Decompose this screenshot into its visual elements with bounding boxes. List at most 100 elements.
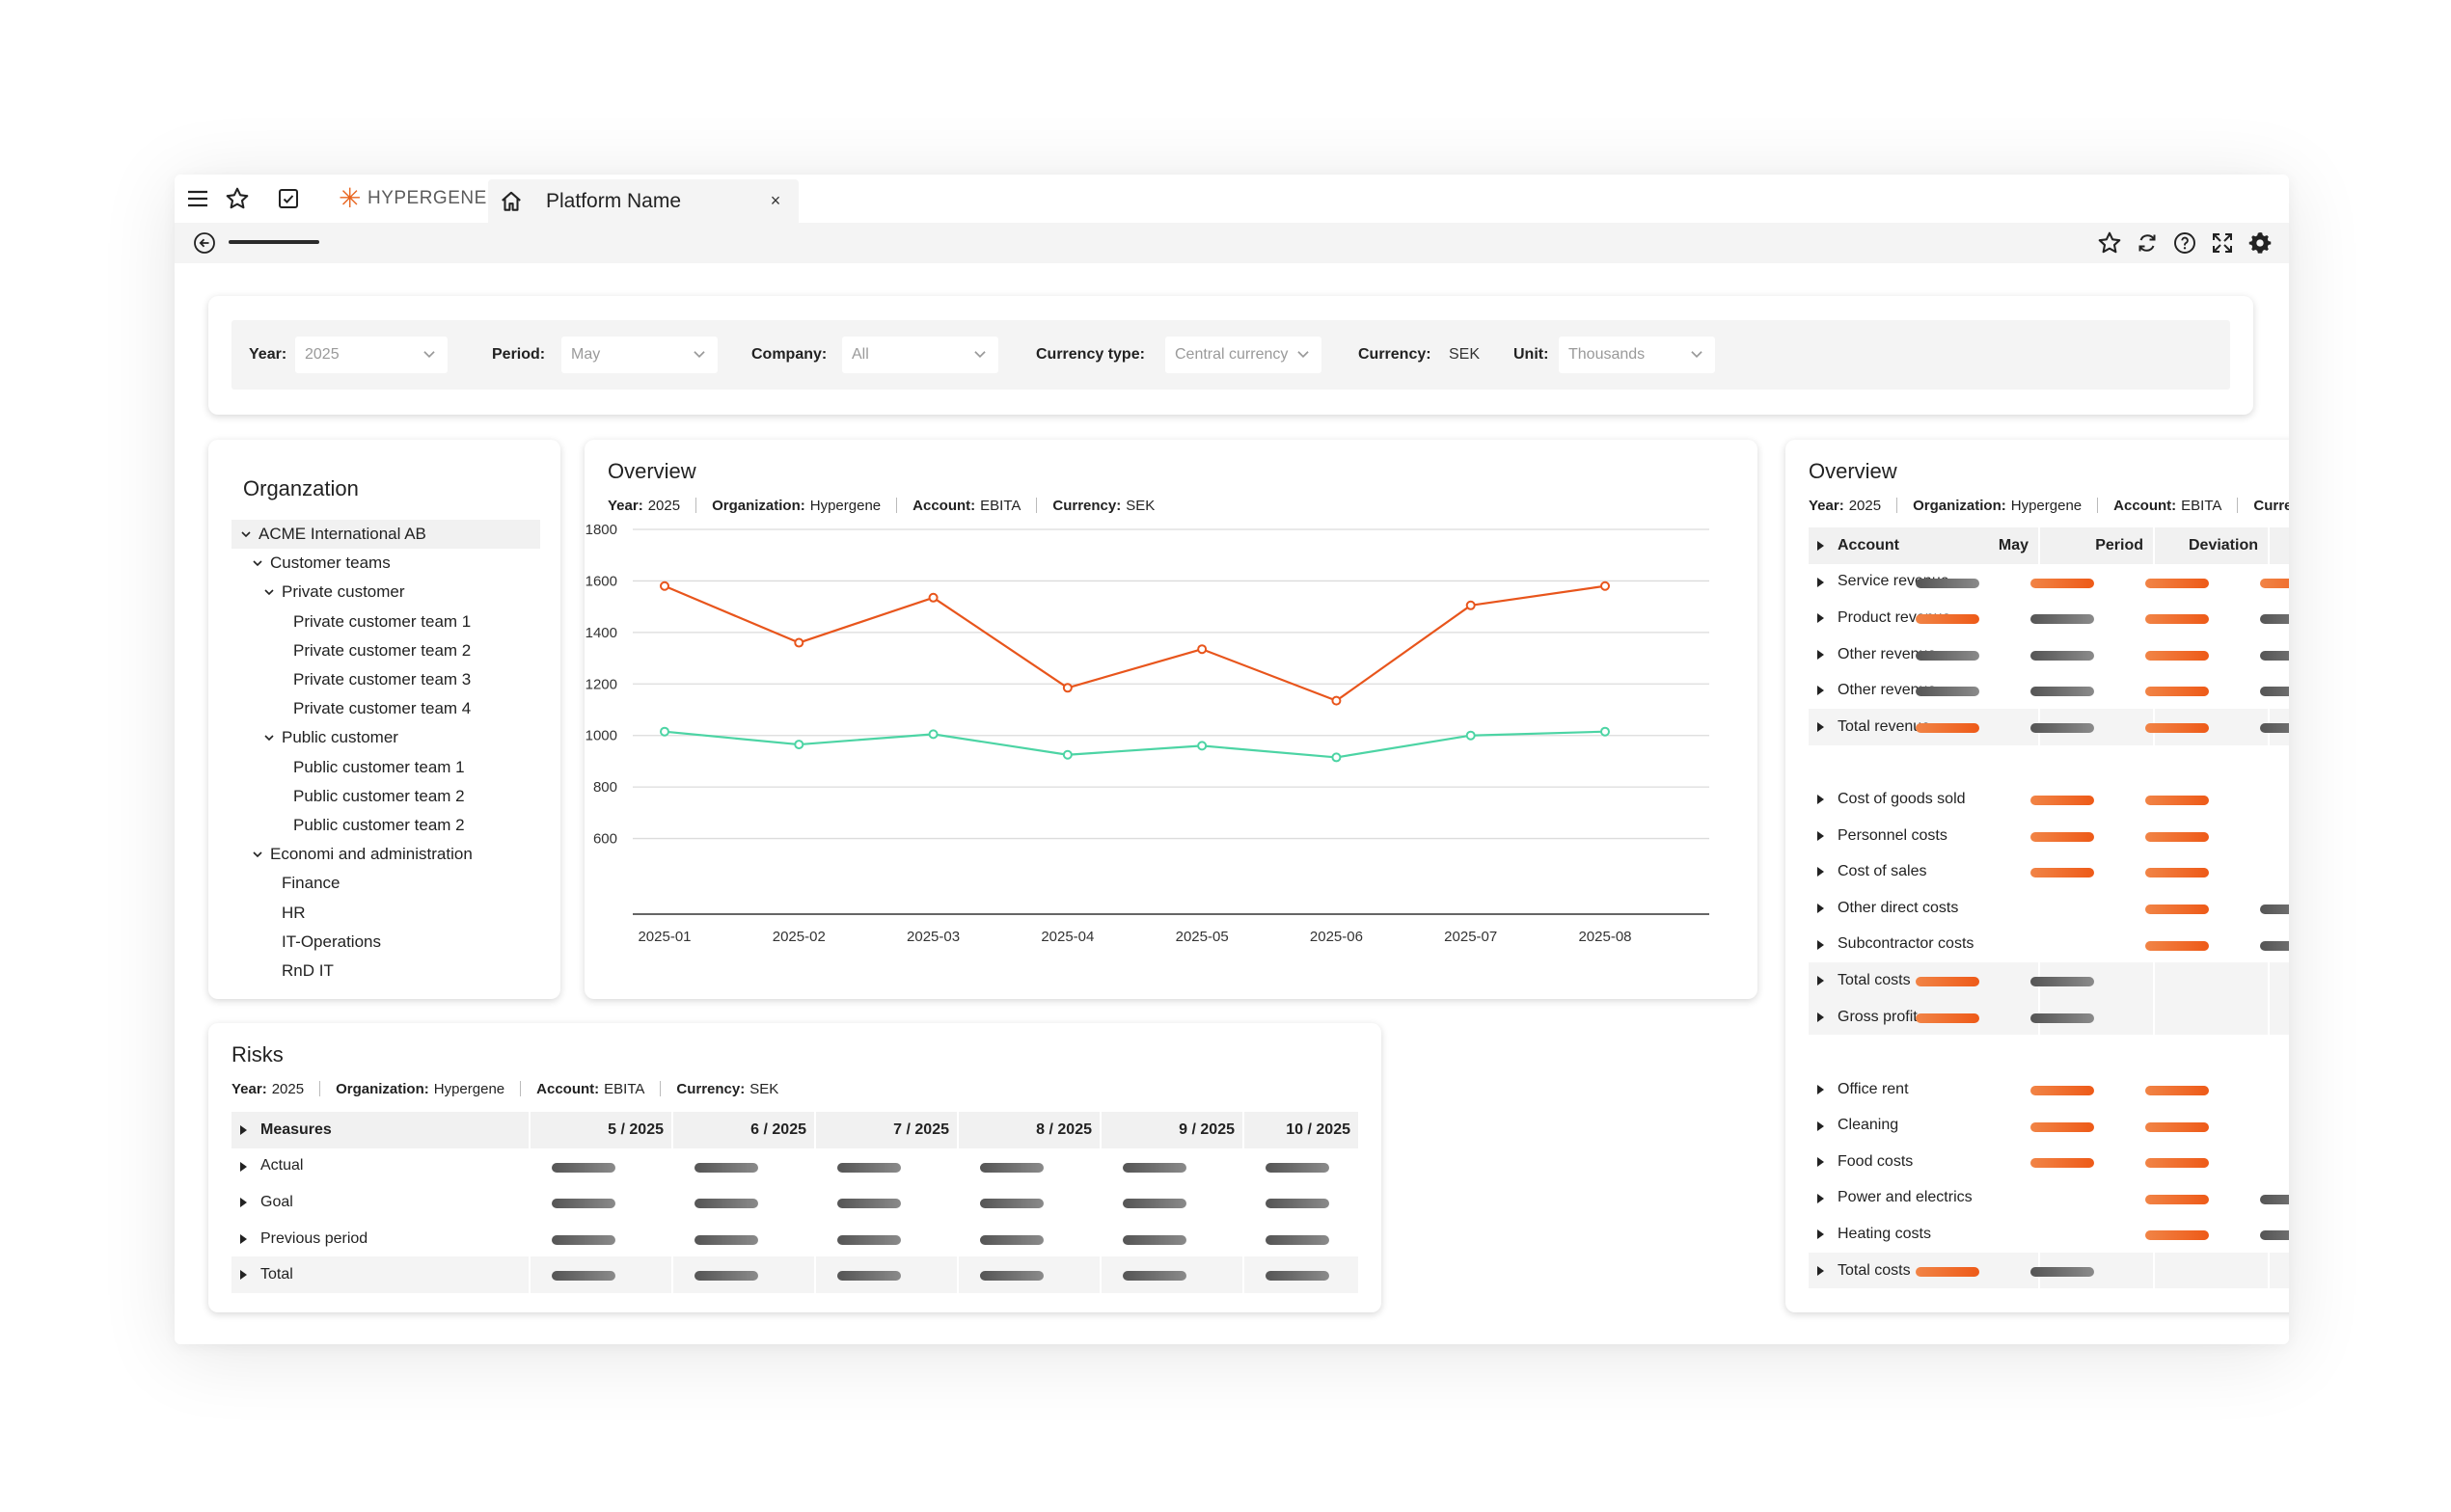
tree-item[interactable]: Finance: [231, 869, 540, 898]
caret-right-icon[interactable]: [1817, 976, 1824, 986]
table-row[interactable]: Subcontractor costs: [1809, 927, 2289, 963]
company-select[interactable]: All: [842, 337, 998, 373]
caret-right-icon[interactable]: [1817, 867, 1824, 878]
tree-item[interactable]: Public customer team 2: [231, 811, 540, 840]
tree-item[interactable]: RnD IT: [231, 957, 540, 986]
tree-item[interactable]: ACME International AB: [231, 520, 540, 550]
table-row[interactable]: Heating costs: [1809, 1216, 2289, 1253]
menu-icon[interactable]: [182, 183, 213, 214]
caret-right-icon[interactable]: [1817, 1012, 1824, 1022]
value-bar-gray: [694, 1271, 758, 1282]
help-icon[interactable]: [2171, 230, 2198, 256]
currency-type-select[interactable]: Central currency: [1165, 337, 1321, 373]
year-select[interactable]: 2025: [295, 337, 448, 373]
total-row[interactable]: Gross profit: [1809, 998, 2289, 1036]
column-header[interactable]: 6 / 2025: [750, 1120, 806, 1138]
caret-right-icon[interactable]: [240, 1198, 247, 1208]
caret-right-icon[interactable]: [1817, 721, 1824, 732]
caret-right-icon[interactable]: [1817, 830, 1824, 841]
chevron-down-icon[interactable]: [251, 848, 264, 861]
column-header[interactable]: 9 / 2025: [1179, 1120, 1235, 1138]
tree-item[interactable]: Public customer: [231, 723, 540, 752]
column-divider: [529, 1256, 531, 1293]
caret-right-icon[interactable]: [1817, 686, 1824, 696]
unit-select[interactable]: Thousands: [1559, 337, 1715, 373]
settings-icon[interactable]: [2247, 230, 2274, 256]
chevron-down-icon[interactable]: [251, 556, 264, 570]
caret-right-icon[interactable]: [1817, 541, 1824, 551]
column-header[interactable]: 8 / 2025: [1036, 1120, 1092, 1138]
value-bar-orange: [2145, 940, 2209, 951]
caret-right-icon[interactable]: [1817, 903, 1824, 913]
column-header[interactable]: 7 / 2025: [893, 1120, 949, 1138]
chevron-down-icon[interactable]: [262, 585, 276, 599]
home-icon[interactable]: [498, 188, 525, 215]
column-header[interactable]: May: [1998, 536, 2029, 554]
close-icon[interactable]: ×: [770, 190, 781, 210]
y-tick-label: 1600: [586, 573, 617, 589]
chevron-down-icon[interactable]: [239, 527, 253, 541]
total-row[interactable]: Total: [231, 1256, 1358, 1293]
tree-item[interactable]: Private customer team 3: [231, 665, 540, 694]
tree-item[interactable]: Private customer: [231, 578, 540, 607]
total-row[interactable]: Total revenue: [1809, 708, 2289, 745]
table-row[interactable]: Cost of sales: [1809, 853, 2289, 890]
caret-right-icon[interactable]: [240, 1270, 247, 1281]
caret-right-icon[interactable]: [1817, 649, 1824, 660]
tree-item[interactable]: Public customer team 2: [231, 782, 540, 811]
total-row[interactable]: Total costs: [1809, 962, 2289, 999]
total-row[interactable]: Total costs: [1809, 1252, 2289, 1289]
period-select[interactable]: May: [561, 337, 718, 373]
column-header[interactable]: 5 / 2025: [608, 1120, 664, 1138]
table-row[interactable]: Goal: [231, 1184, 1358, 1221]
table-row[interactable]: Food costs: [1809, 1144, 2289, 1180]
column-header[interactable]: Period: [2095, 536, 2143, 554]
tree-item[interactable]: IT-Operations: [231, 928, 540, 957]
row-label: Power and electrics: [1838, 1189, 1973, 1206]
table-row[interactable]: Other revenue: [1809, 672, 2289, 709]
column-header[interactable]: Jan: [2268, 527, 2289, 564]
tree-item[interactable]: Private customer team 1: [231, 608, 540, 636]
table-row[interactable]: Power and electrics: [1809, 1180, 2289, 1217]
expand-icon[interactable]: [2209, 230, 2236, 256]
table-row[interactable]: Actual: [231, 1148, 1358, 1185]
back-icon[interactable]: [192, 230, 217, 256]
tree-item[interactable]: Public customer team 1: [231, 753, 540, 782]
caret-right-icon[interactable]: [240, 1161, 247, 1172]
table-row[interactable]: Other revenue: [1809, 636, 2289, 673]
y-tick-label: 1400: [586, 625, 617, 641]
table-row[interactable]: Product revenue: [1809, 600, 2289, 636]
caret-right-icon[interactable]: [1817, 1265, 1824, 1276]
refresh-icon[interactable]: [2134, 230, 2161, 256]
caret-right-icon[interactable]: [240, 1233, 247, 1244]
caret-right-icon[interactable]: [1817, 1193, 1824, 1203]
caret-right-icon[interactable]: [240, 1125, 247, 1135]
table-row[interactable]: Previous period: [231, 1221, 1358, 1257]
table-row[interactable]: Cost of goods sold: [1809, 781, 2289, 818]
caret-right-icon[interactable]: [1817, 1157, 1824, 1168]
tree-item[interactable]: Private customer team 4: [231, 694, 540, 723]
chevron-down-icon[interactable]: [262, 731, 276, 744]
tree-item[interactable]: Customer teams: [231, 549, 540, 578]
table-row[interactable]: Office rent: [1809, 1071, 2289, 1108]
caret-right-icon[interactable]: [1817, 1120, 1824, 1131]
tree-item[interactable]: Economi and administration: [231, 840, 540, 869]
favorite-icon[interactable]: [2096, 230, 2123, 256]
column-header[interactable]: Deviation: [2188, 536, 2258, 554]
table-row[interactable]: Other direct costs: [1809, 890, 2289, 927]
tree-item[interactable]: HR: [231, 898, 540, 927]
caret-right-icon[interactable]: [1817, 1084, 1824, 1094]
caret-right-icon[interactable]: [1817, 577, 1824, 587]
tree-item[interactable]: Private customer team 2: [231, 636, 540, 665]
caret-right-icon[interactable]: [1817, 1229, 1824, 1240]
caret-right-icon[interactable]: [1817, 939, 1824, 950]
caret-right-icon[interactable]: [1817, 613, 1824, 624]
column-header[interactable]: 10 / 2025: [1286, 1120, 1350, 1138]
star-icon[interactable]: [222, 183, 253, 214]
tab-platform[interactable]: Platform Name ×: [488, 179, 799, 223]
caret-right-icon[interactable]: [1817, 795, 1824, 805]
checkbox-icon[interactable]: [273, 183, 304, 214]
table-row[interactable]: Service revenue: [1809, 564, 2289, 601]
table-row[interactable]: Personnel costs: [1809, 818, 2289, 854]
table-row[interactable]: Cleaning: [1809, 1108, 2289, 1145]
